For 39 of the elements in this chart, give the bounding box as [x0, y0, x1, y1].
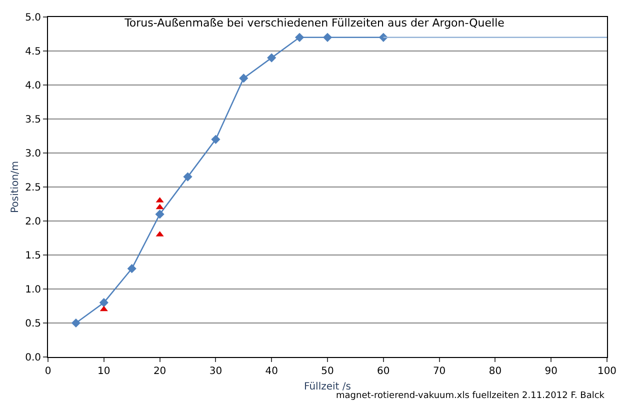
x-tick-label: 70 [432, 366, 446, 377]
point [295, 32, 304, 42]
point [322, 32, 332, 42]
point [99, 298, 108, 308]
x-tick-label: 40 [265, 366, 278, 377]
y-tick-label: 2.5 [25, 182, 41, 194]
x-tick-label: 50 [321, 366, 334, 377]
y-tick-label: 0.5 [25, 318, 41, 330]
point [239, 74, 248, 83]
point [183, 172, 192, 182]
x-tick-label: 0 [44, 366, 52, 377]
point [127, 264, 136, 274]
x-axis-title: Füllzeit /s [304, 382, 351, 392]
y-tick-label: 4.0 [25, 80, 41, 92]
x-tick-label: 10 [98, 366, 110, 377]
point [267, 53, 276, 62]
x-tick-label: 30 [209, 366, 222, 377]
x-tick-label: 60 [377, 366, 390, 377]
point [71, 318, 80, 328]
x-tick-label: 90 [544, 366, 558, 377]
x-tick-label: 20 [153, 366, 166, 377]
y-tick-label: 0.0 [25, 352, 41, 364]
y-tick-label: 3.0 [25, 148, 41, 160]
point [155, 210, 164, 219]
y-tick-label: 2.0 [25, 216, 41, 228]
point [156, 204, 164, 210]
point [211, 134, 220, 144]
y-tick-label: 1.5 [25, 250, 41, 262]
x-tick-label: 100 [597, 366, 617, 377]
y-tick-label: 3.5 [25, 114, 41, 126]
chart-title: Torus-Außenmaße bei verschiedenen Füllzeiten aus der Argon-Quelle [124, 16, 505, 30]
y-tick-label: 4.5 [25, 46, 41, 58]
y-axis-title: Position/m [10, 160, 22, 214]
point [378, 32, 388, 42]
point [100, 306, 108, 312]
x-tick-label: 80 [488, 366, 502, 377]
y-tick-label: 1.0 [25, 284, 41, 296]
text: magnet-rotierend-vakuum.xls fuellzeiten 2.11.2012 F. Balck [336, 391, 606, 401]
y-tick-label: 5.0 [25, 12, 41, 24]
